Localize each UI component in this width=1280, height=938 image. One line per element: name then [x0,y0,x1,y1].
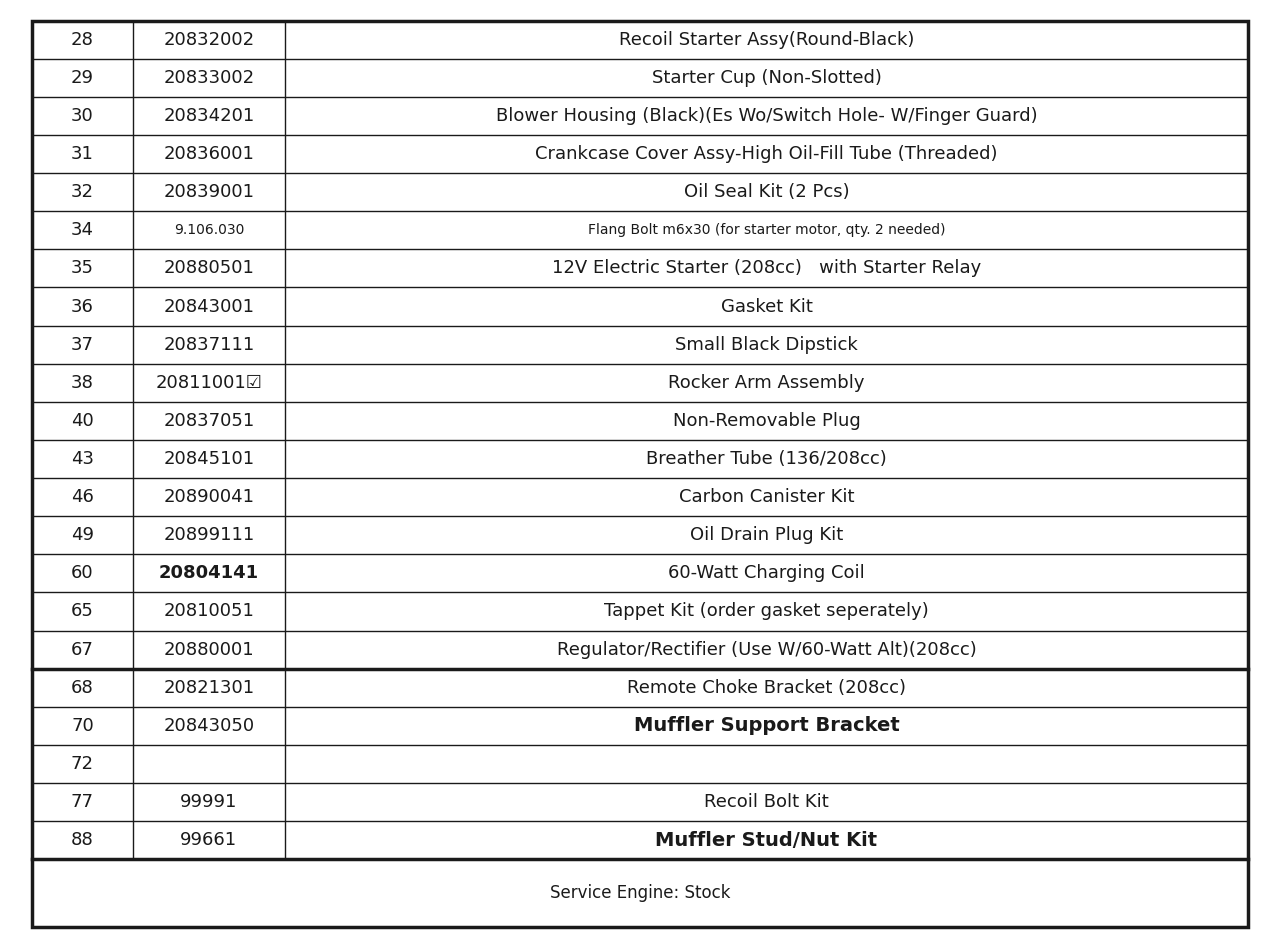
Text: 20839001: 20839001 [164,183,255,201]
Text: 40: 40 [72,412,93,430]
Text: Tappet Kit (order gasket seperately): Tappet Kit (order gasket seperately) [604,602,929,620]
Text: Starter Cup (Non-Slotted): Starter Cup (Non-Slotted) [652,68,882,87]
Text: 31: 31 [70,145,93,163]
Text: 68: 68 [72,679,93,697]
Text: 20880501: 20880501 [164,260,255,278]
Text: 20837111: 20837111 [164,336,255,354]
Text: 88: 88 [72,831,93,849]
Text: 9.106.030: 9.106.030 [174,223,244,237]
Text: 20811001☑: 20811001☑ [155,373,262,392]
Text: Muffler Support Bracket: Muffler Support Bracket [634,717,900,735]
Text: 65: 65 [70,602,93,620]
Text: 20843001: 20843001 [164,297,255,315]
Text: 20832002: 20832002 [164,31,255,49]
Text: 29: 29 [70,68,93,87]
Text: Muffler Stud/Nut Kit: Muffler Stud/Nut Kit [655,831,878,850]
Text: 30: 30 [72,107,93,125]
Text: 20880001: 20880001 [164,641,255,658]
Text: Oil Seal Kit (2 Pcs): Oil Seal Kit (2 Pcs) [684,183,849,201]
Text: Blower Housing (Black)(Es Wo/Switch Hole- W/Finger Guard): Blower Housing (Black)(Es Wo/Switch Hole… [495,107,1037,125]
Text: 20843050: 20843050 [164,717,255,734]
Text: 20890041: 20890041 [164,488,255,507]
Text: 20837051: 20837051 [164,412,255,430]
Text: Oil Drain Plug Kit: Oil Drain Plug Kit [690,526,844,544]
Text: 60-Watt Charging Coil: 60-Watt Charging Coil [668,565,865,582]
Text: 43: 43 [70,450,93,468]
Text: 67: 67 [70,641,93,658]
Text: 99991: 99991 [180,793,238,811]
Text: 77: 77 [70,793,93,811]
Text: 28: 28 [70,31,93,49]
Text: Recoil Starter Assy(Round-Black): Recoil Starter Assy(Round-Black) [618,31,914,49]
Text: 20821301: 20821301 [164,679,255,697]
Text: 35: 35 [70,260,93,278]
Text: 49: 49 [70,526,93,544]
Text: 70: 70 [72,717,93,734]
Text: 20834201: 20834201 [164,107,255,125]
Text: 60: 60 [72,565,93,582]
Text: 72: 72 [70,755,93,773]
Text: Regulator/Rectifier (Use W/60-Watt Alt)(208cc): Regulator/Rectifier (Use W/60-Watt Alt)(… [557,641,977,658]
Text: Rocker Arm Assembly: Rocker Arm Assembly [668,373,865,392]
Text: 20899111: 20899111 [164,526,255,544]
Text: Remote Choke Bracket (208cc): Remote Choke Bracket (208cc) [627,679,906,697]
Text: 20836001: 20836001 [164,145,255,163]
Text: 46: 46 [70,488,93,507]
Text: 20833002: 20833002 [164,68,255,87]
Text: Service Engine: Stock: Service Engine: Stock [549,884,731,902]
Text: Breather Tube (136/208cc): Breather Tube (136/208cc) [646,450,887,468]
Text: 20804141: 20804141 [159,565,259,582]
Text: 20810051: 20810051 [164,602,255,620]
Text: 34: 34 [70,221,93,239]
Text: Small Black Dipstick: Small Black Dipstick [675,336,858,354]
Text: 20845101: 20845101 [164,450,255,468]
Text: Recoil Bolt Kit: Recoil Bolt Kit [704,793,829,811]
Text: 38: 38 [70,373,93,392]
Text: 99661: 99661 [180,831,238,849]
Text: 12V Electric Starter (208cc)   with Starter Relay: 12V Electric Starter (208cc) with Starte… [552,260,980,278]
Text: Non-Removable Plug: Non-Removable Plug [672,412,860,430]
Text: 32: 32 [70,183,93,201]
Text: Gasket Kit: Gasket Kit [721,297,813,315]
Text: Carbon Canister Kit: Carbon Canister Kit [678,488,854,507]
Text: 37: 37 [70,336,93,354]
Text: Crankcase Cover Assy-High Oil-Fill Tube (Threaded): Crankcase Cover Assy-High Oil-Fill Tube … [535,145,997,163]
Text: Flang Bolt m6x30 (for starter motor, qty. 2 needed): Flang Bolt m6x30 (for starter motor, qty… [588,223,945,237]
Text: 36: 36 [70,297,93,315]
